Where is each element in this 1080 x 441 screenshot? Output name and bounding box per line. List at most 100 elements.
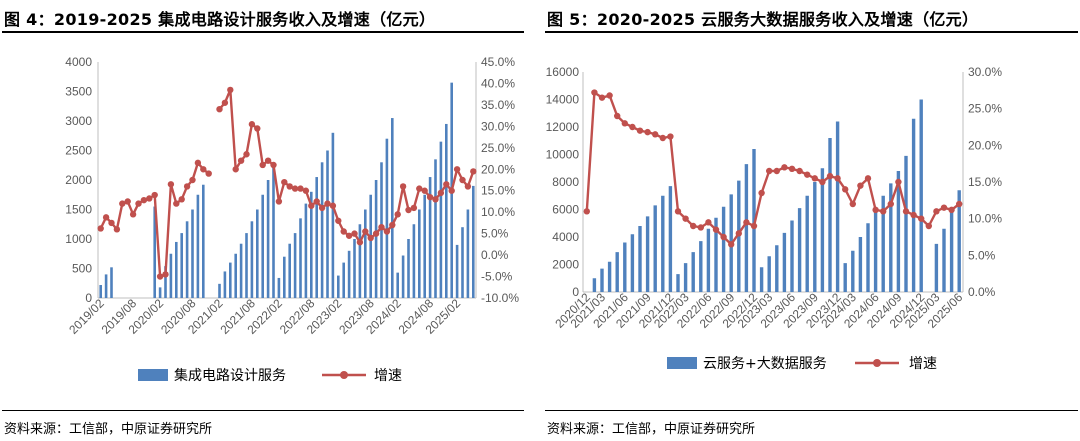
growth-point <box>221 99 229 106</box>
growth-point <box>667 133 674 140</box>
growth-point <box>200 166 207 173</box>
growth-point <box>781 164 788 171</box>
growth-point <box>728 241 735 248</box>
bar <box>896 171 901 292</box>
growth-point <box>743 219 750 226</box>
right-tick-label: 0.0% <box>968 285 996 299</box>
chart-ic-design: 0 500 1000 1500 2000 2500 3000 3500 4000 -10.0% -5… <box>65 55 519 384</box>
growth-point <box>690 222 697 230</box>
bar <box>158 287 162 298</box>
bar <box>164 266 167 298</box>
bar <box>202 184 205 298</box>
growth-point <box>705 219 712 226</box>
growth-point <box>335 217 342 224</box>
legend-line-label: 增速 <box>909 356 937 372</box>
growth-point <box>248 121 256 128</box>
growth-point <box>712 226 720 233</box>
growth-point <box>129 211 137 218</box>
growth-point <box>902 208 910 215</box>
bar <box>630 234 635 292</box>
growth-point <box>644 128 651 136</box>
bar <box>218 283 221 298</box>
bar <box>401 255 405 298</box>
growth-point <box>933 208 940 215</box>
growth-point <box>410 204 418 212</box>
bar <box>369 194 372 298</box>
left-tick-label: 4000 <box>552 230 579 244</box>
left-tick-label: 12000 <box>546 120 580 134</box>
bar <box>759 267 764 292</box>
bar <box>873 209 878 292</box>
chart-cloud: 0 2000 4000 6000 8000 10000 12000 14000 16000 0.0… <box>546 65 1003 372</box>
bar <box>699 241 703 292</box>
bar <box>706 228 711 292</box>
growth-point <box>735 230 742 237</box>
growth-point <box>720 233 727 241</box>
growth-point <box>652 131 659 138</box>
bar <box>418 209 421 298</box>
bar <box>277 277 281 298</box>
bar <box>412 224 416 298</box>
growth-point <box>659 134 666 142</box>
growth-point <box>826 172 834 180</box>
bar <box>272 162 275 298</box>
bar <box>661 195 665 292</box>
growth-point <box>416 185 423 192</box>
growth-point <box>872 206 879 214</box>
growth-point <box>842 186 849 193</box>
legend-line-marker <box>340 371 348 379</box>
source-rule <box>545 410 1078 411</box>
growth-point <box>834 175 841 182</box>
growth-point <box>189 176 196 184</box>
growth-point <box>383 228 391 235</box>
bar <box>196 194 200 298</box>
bar <box>843 263 847 292</box>
bar <box>820 168 825 292</box>
growth-point <box>286 183 293 190</box>
growth-point <box>367 234 374 242</box>
growth-point <box>453 166 461 173</box>
title-rule <box>545 31 1078 33</box>
left-tick-label: 0 <box>85 291 92 305</box>
bar <box>223 271 227 298</box>
left-tick-label: 14000 <box>546 93 580 107</box>
growth-point <box>275 198 283 205</box>
right-tick-label: -5.0% <box>481 270 513 284</box>
bar <box>942 228 946 292</box>
right-tick-label: 0.0% <box>481 248 509 262</box>
bar <box>331 132 335 298</box>
growth-point <box>811 175 818 182</box>
bar <box>191 209 194 298</box>
growth-point <box>389 221 396 229</box>
bar <box>472 185 475 298</box>
bar <box>714 217 718 292</box>
bar <box>180 233 183 298</box>
bar <box>805 195 809 292</box>
bar <box>364 209 367 298</box>
legend-bar-label: 集成电路设计服务 <box>174 367 286 384</box>
bar <box>347 250 351 298</box>
growth-point <box>674 208 682 215</box>
bar <box>353 239 356 298</box>
bar <box>445 123 448 298</box>
right-tick-label: 5.0% <box>968 248 996 262</box>
chart-title: 图 4：2019-2025 集成电路设计服务收入及增速（亿元） <box>4 10 436 29</box>
right-tick-label: 15.0% <box>481 184 515 198</box>
growth-point <box>443 181 450 188</box>
left-tick-label: 1500 <box>65 203 92 217</box>
growth-point <box>591 89 598 96</box>
growth-point <box>470 168 477 175</box>
bar <box>428 177 432 298</box>
growth-point <box>135 200 142 207</box>
growth-point <box>140 196 148 204</box>
chart-panel-ic-design: 图 4：2019-2025 集成电路设计服务收入及增速（亿元） 0 500 1000… <box>0 0 525 441</box>
growth-point <box>264 157 272 164</box>
bar <box>391 118 394 298</box>
bar <box>239 243 243 298</box>
bar <box>110 267 113 298</box>
right-tick-label: 40.0% <box>481 76 515 90</box>
growth-point <box>697 224 704 231</box>
bar <box>342 262 345 298</box>
growth-point <box>232 166 239 173</box>
growth-point <box>758 189 765 197</box>
